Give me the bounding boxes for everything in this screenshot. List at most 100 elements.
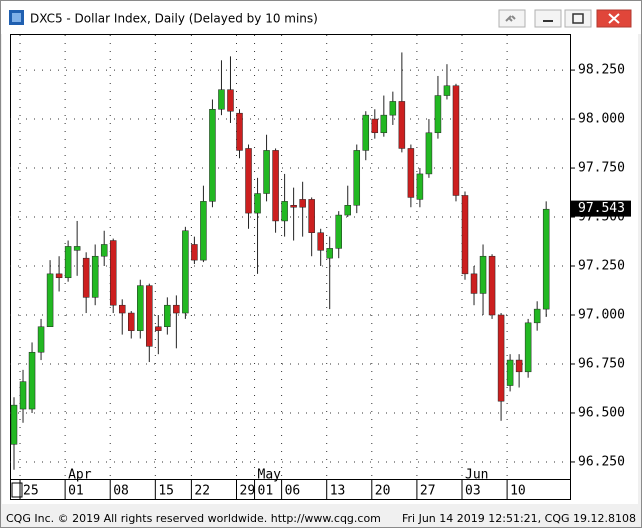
candle-body (245, 148, 252, 214)
candle-body (137, 285, 144, 331)
x-tick-label: 29 (240, 484, 256, 499)
candle-body (146, 285, 153, 347)
candle-body (416, 173, 424, 200)
candle-body (515, 359, 523, 373)
chart-area (2, 34, 638, 504)
app-icon-inner (12, 13, 21, 22)
candle-body (46, 273, 54, 328)
restore-button[interactable] (564, 9, 592, 28)
candle-body (389, 101, 397, 116)
candle-body (488, 255, 496, 316)
last-price-box (571, 200, 631, 217)
x-tick-label: 03 (465, 484, 481, 499)
x-tick-label: 25 (23, 484, 39, 499)
candle-body (100, 244, 108, 257)
x-tick-label: 10 (510, 484, 526, 499)
candle-body (28, 351, 36, 410)
candle-body (524, 322, 532, 373)
candle-body (227, 89, 234, 112)
y-tick-label: 96.250 (578, 454, 625, 469)
candle-body (497, 314, 505, 402)
candle-body (308, 199, 315, 233)
close-button[interactable] (596, 9, 632, 28)
y-tick-label: 96.750 (578, 356, 625, 371)
candle-body (182, 230, 189, 314)
candle-body (19, 381, 27, 410)
candle-body (470, 273, 478, 294)
candle-body (272, 150, 279, 222)
y-tick-label: 97.000 (578, 307, 625, 322)
candle-body (109, 240, 117, 306)
candle-body (37, 326, 45, 353)
minimize-icon (543, 20, 553, 22)
x-tick-label: 15 (158, 484, 174, 499)
candle-body (443, 85, 451, 96)
candle-body (317, 232, 324, 251)
candle-body (10, 404, 18, 445)
x-tick-label: 22 (194, 484, 210, 499)
candle-body (164, 304, 171, 328)
button-frame[interactable] (498, 9, 526, 28)
candle-body (479, 255, 487, 294)
y-tick-label: 98.250 (578, 63, 625, 78)
candle-body (128, 312, 135, 331)
last-price-label: 97.543 (578, 201, 625, 216)
footer-left: CQG Inc. © 2019 All rights reserved worl… (6, 512, 381, 525)
restore-icon (572, 13, 584, 24)
x-tick-label: 01 (258, 484, 274, 499)
candle-body (506, 359, 514, 386)
button-frame[interactable] (534, 9, 562, 28)
link-icon (505, 15, 516, 22)
x-tick-label: 13 (330, 484, 346, 499)
window-title: DXC5 - Dollar Index, Daily (Delayed by 1… (30, 12, 318, 26)
x-tick-label: 08 (113, 484, 129, 499)
candle-body (344, 205, 351, 216)
candle-body (254, 193, 261, 214)
candle-body (398, 101, 406, 149)
x-tick-label: 27 (420, 484, 436, 499)
candle-body (380, 114, 388, 134)
candle-body (452, 85, 460, 196)
y-tick-label: 96.500 (578, 405, 625, 420)
candle-body (200, 201, 207, 261)
x-axis-frame (10, 479, 571, 500)
candle-body (155, 326, 162, 331)
candle-body (425, 132, 433, 175)
footer-right: Fri Jun 14 2019 12:51:21, CQG 19.12.8108 (402, 512, 636, 525)
candle-body (55, 273, 63, 279)
minimize-button[interactable] (534, 9, 562, 28)
x-tick-label: 20 (375, 484, 391, 499)
candle-body (173, 304, 180, 314)
candle-body (371, 118, 379, 134)
month-label: May (258, 468, 282, 483)
candle-body (82, 257, 90, 298)
candle-body (209, 109, 216, 202)
scroll-marker[interactable] (11, 482, 23, 498)
candle-body (326, 248, 333, 259)
candle-body (407, 148, 415, 198)
candle-body (542, 208, 550, 310)
candle-body (236, 112, 243, 151)
link-button[interactable] (498, 9, 526, 28)
candle-body (434, 95, 442, 134)
candle-body (290, 205, 297, 208)
candle-body (64, 246, 72, 279)
x-tick-label: 06 (285, 484, 301, 499)
candle-body (218, 89, 225, 110)
candle-body (362, 114, 370, 151)
candle-body (461, 195, 469, 275)
y-tick-label: 97.750 (578, 161, 625, 176)
x-tick-label: 01 (68, 484, 84, 499)
candle-body (353, 150, 361, 206)
close-icon (608, 13, 620, 24)
candle-body (533, 308, 541, 324)
candle-body (263, 150, 270, 194)
candle-body (299, 199, 306, 208)
month-label: Jun (465, 468, 488, 483)
candle-body (73, 246, 81, 251)
button-frame[interactable] (564, 9, 592, 28)
candle-body (191, 244, 198, 261)
y-tick-label: 97.250 (578, 259, 625, 274)
